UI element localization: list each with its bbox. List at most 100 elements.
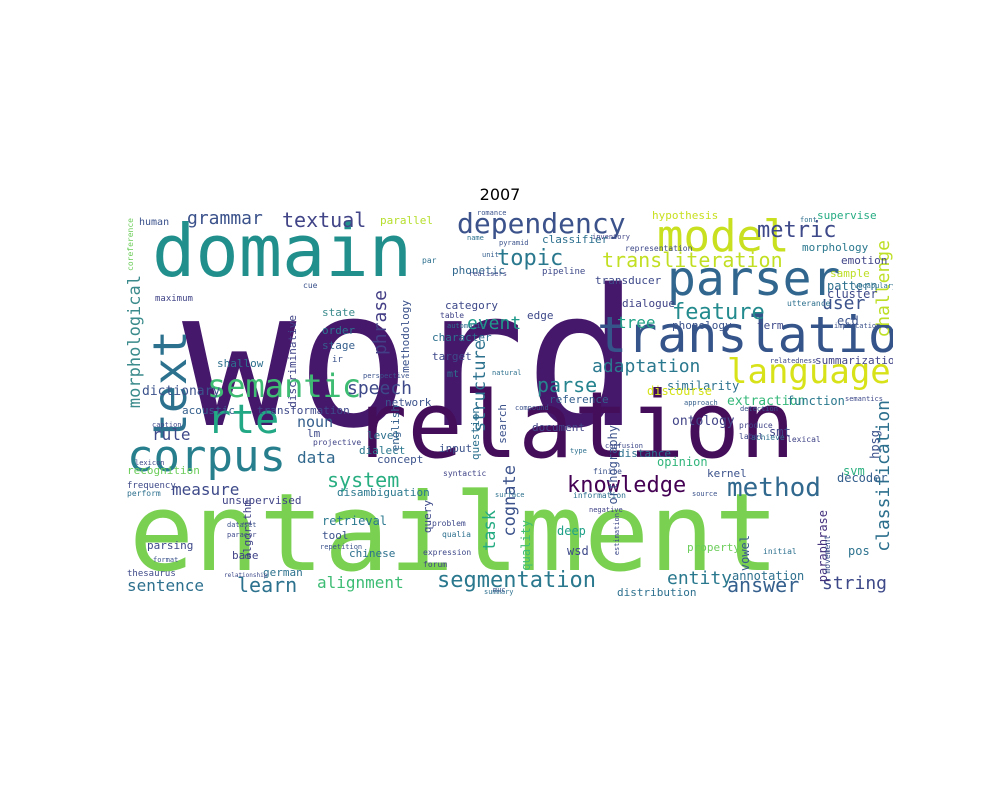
cloud-word: character	[432, 331, 492, 344]
cloud-word: unit	[482, 251, 499, 259]
cloud-word: ecd	[837, 314, 859, 328]
cloud-word: maximum	[155, 294, 193, 304]
cloud-word: relatedness	[770, 357, 817, 365]
cloud-word: cue	[303, 281, 318, 290]
cloud-word: finite	[593, 467, 622, 476]
cloud-word: qualia	[442, 530, 471, 539]
cloud-word: grammar	[187, 210, 263, 229]
cloud-word: similarity	[667, 379, 740, 393]
cloud-word: network	[385, 396, 432, 409]
cloud-word: target	[432, 350, 472, 363]
cloud-word: par	[422, 256, 437, 265]
cloud-word: natural	[492, 369, 522, 377]
cloud-word: entailment	[129, 471, 780, 596]
cloud-word: vocabulary	[854, 282, 893, 290]
cloud-word: search	[496, 404, 509, 444]
cloud-word: method	[727, 473, 821, 503]
cloud-word: document	[532, 421, 585, 434]
cloud-word: entity	[667, 568, 733, 589]
cloud-word: adaptation	[592, 356, 701, 377]
cloud-word: caption	[152, 421, 182, 429]
cloud-word: language	[727, 352, 891, 392]
cloud-word: data	[297, 448, 336, 467]
cloud-word: human	[139, 217, 170, 228]
cloud-word: label	[739, 432, 764, 441]
cloud-word: term	[757, 319, 784, 332]
cloud-word: svm	[843, 464, 865, 478]
cloud-word: transducer	[595, 274, 662, 287]
cloud-word: ir	[332, 355, 343, 365]
cloud-word: dialogue	[622, 297, 675, 310]
cloud-word: category	[445, 299, 498, 312]
cloud-word: dependency	[457, 210, 626, 240]
cloud-word: type	[570, 447, 587, 455]
cloud-word: supervise	[817, 210, 877, 222]
cloud-word: repetition	[320, 543, 363, 551]
cloud-word: rte	[207, 397, 280, 443]
cloud-word: model	[657, 211, 790, 262]
cloud-word: quality	[519, 520, 533, 571]
cloud-word: emotion	[841, 254, 888, 267]
cloud-word: cluster	[827, 287, 878, 301]
cloud-word: realisers	[469, 270, 507, 278]
cloud-word: transformation	[257, 404, 350, 417]
cloud-word: chinese	[349, 547, 396, 560]
cloud-word: corpus	[127, 431, 286, 482]
cloud-word: ontology	[672, 414, 735, 429]
cloud-title: 2007	[479, 185, 521, 204]
cloud-word: deep	[557, 524, 586, 538]
cloud-word: discourse	[647, 384, 713, 398]
cloud-word: order	[322, 324, 356, 337]
cloud-word: detection	[740, 405, 778, 413]
cloud-word: string	[822, 573, 888, 594]
cloud-word: translation	[597, 306, 893, 364]
cloud-word: muc	[493, 586, 506, 594]
cloud-word: vowel	[738, 535, 752, 572]
cloud-word: dictionary	[142, 384, 221, 399]
cloud-word: task	[480, 510, 500, 551]
cloud-word: query	[421, 500, 434, 534]
cloud-word: function	[787, 394, 845, 408]
cloud-word: event	[467, 313, 522, 334]
cloud-word: coreference	[127, 218, 135, 271]
cloud-word: state	[322, 306, 356, 319]
cloud-word: recognition	[127, 464, 200, 477]
cloud-word: morphology	[802, 241, 869, 254]
cloud-word: learn	[237, 573, 298, 597]
cloud-word: romance	[477, 210, 507, 217]
cloud-word: pyramid	[499, 239, 529, 247]
cloud-word: movement	[823, 535, 832, 574]
cloud-word: classifier	[542, 233, 609, 246]
cloud-word: initial	[763, 547, 797, 556]
cloud-word: concept	[377, 453, 424, 466]
cloud-word: semantics	[845, 395, 883, 403]
cloud-word: parallel	[380, 214, 433, 227]
cloud-word: paraeor	[227, 531, 257, 539]
cloud-word: english	[389, 405, 402, 452]
cloud-word: information	[573, 491, 626, 500]
cloud-word: textual	[282, 210, 367, 232]
cloud-word: approach	[684, 399, 718, 407]
cloud-word: noun	[297, 413, 334, 431]
cloud-word: parser	[667, 251, 841, 307]
cloud-word: mt	[447, 369, 460, 380]
cloud-word: dataset	[227, 521, 257, 529]
cloud-word: tool	[322, 529, 349, 542]
cloud-word: discriminative	[286, 315, 299, 408]
cloud-word: opinion	[657, 455, 708, 469]
cloud-word: inventory	[592, 233, 630, 241]
cloud-word: sample	[830, 267, 870, 280]
cloud-word: domain	[152, 210, 413, 293]
cloud-word: frequency	[127, 481, 176, 491]
cloud-word: parsing	[147, 539, 194, 552]
cloud-word: lexical	[787, 435, 821, 444]
cloud-word: phonology	[672, 319, 732, 332]
cloud-word: lm	[307, 427, 321, 440]
cloud-word: pos	[848, 544, 870, 558]
cloud-word: phonetic	[452, 264, 505, 277]
cloud-word: word	[182, 249, 640, 470]
cloud-word: distance	[618, 447, 671, 460]
cloud-word: representation	[625, 244, 693, 253]
cloud-word: semantic	[207, 367, 362, 405]
cloud-word: shallow	[217, 357, 264, 370]
